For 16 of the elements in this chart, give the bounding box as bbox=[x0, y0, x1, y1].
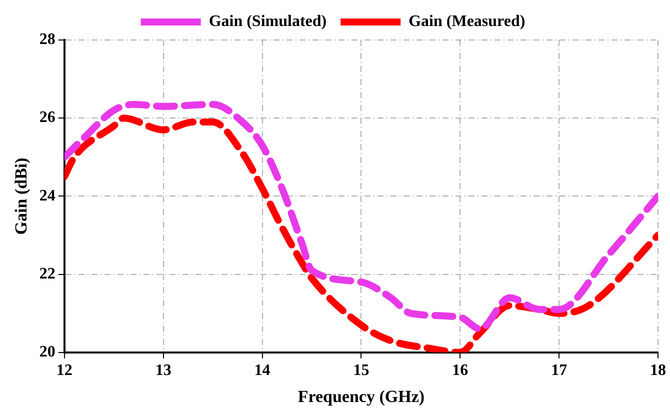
x-axis-title: Frequency (GHz) bbox=[298, 387, 425, 406]
y-axis-title: Gain (dBi) bbox=[12, 158, 31, 235]
x-tick-label: 14 bbox=[254, 362, 270, 380]
x-tick-label: 16 bbox=[452, 362, 468, 380]
y-tick-label: 20 bbox=[39, 344, 56, 361]
x-tick-label: 17 bbox=[551, 362, 568, 380]
x-tick-label: 18 bbox=[650, 362, 666, 380]
y-tick-label: 26 bbox=[39, 109, 56, 126]
y-tick-label: 22 bbox=[39, 265, 56, 282]
y-tick-label: 24 bbox=[39, 187, 56, 204]
legend-label: Gain (Measured) bbox=[408, 13, 526, 30]
x-tick-label: 15 bbox=[353, 362, 370, 380]
x-tick-label: 13 bbox=[155, 362, 172, 380]
x-tick-label: 12 bbox=[56, 362, 72, 380]
y-tick-label: 28 bbox=[39, 31, 56, 48]
legend-label: Gain (Simulated) bbox=[208, 13, 327, 30]
